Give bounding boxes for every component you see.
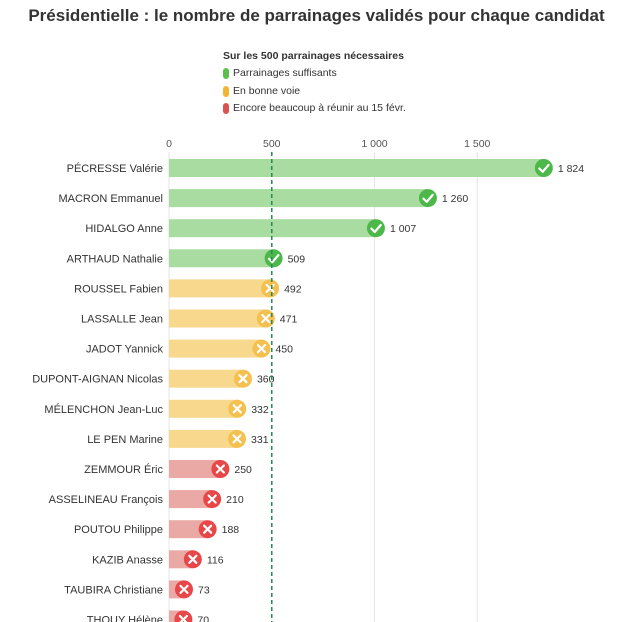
bar: [169, 309, 266, 328]
bar: [169, 399, 238, 418]
category-label: TAUBIRA Christiane: [64, 584, 163, 596]
category-label: ARTHAUD Nathalie: [67, 253, 163, 265]
cross-icon: [261, 279, 280, 298]
value-label: 70: [197, 615, 209, 622]
value-label: 73: [198, 584, 210, 596]
cross-icon: [211, 460, 230, 478]
value-label: 450: [275, 344, 293, 356]
category-label: LE PEN Marine: [87, 434, 163, 446]
bar: [169, 159, 544, 177]
legend-item-far: Encore beaucoup à réunir au 15 févr.: [223, 100, 406, 118]
value-label: 360: [257, 374, 275, 386]
legend-swatch: [223, 103, 229, 115]
category-label: LASSALLE Jean: [81, 314, 163, 326]
cross-icon: [175, 580, 194, 599]
legend-title: Sur les 500 parrainages nécessaires: [223, 50, 404, 62]
cross-icon: [183, 550, 202, 569]
x-tick-label: 500: [263, 138, 281, 150]
category-label: POUTOU Philippe: [74, 524, 163, 536]
value-label: 492: [284, 283, 302, 295]
bar: [169, 460, 221, 478]
category-label: THOUY Hélène: [87, 615, 163, 622]
legend-label: En bonne voie: [233, 84, 301, 97]
value-label: 1 824: [558, 163, 584, 175]
bar: [169, 490, 213, 509]
value-label: 509: [288, 253, 306, 265]
category-label: KAZIB Anasse: [92, 554, 163, 566]
category-label: ROUSSEL Fabien: [74, 283, 163, 295]
category-label: DUPONT-AIGNAN Nicolas: [32, 374, 163, 386]
legend-swatch: [223, 68, 229, 80]
value-label: 331: [251, 434, 269, 446]
category-label: MÉLENCHON Jean-Luc: [44, 403, 163, 416]
category-label: ZEMMOUR Éric: [84, 463, 163, 476]
bar: [169, 279, 271, 298]
legend-item-on-track: En bonne voie: [223, 83, 406, 101]
value-label: 116: [207, 554, 224, 566]
cross-icon: [233, 369, 252, 388]
cross-icon: [203, 490, 222, 509]
value-label: 471: [280, 314, 298, 326]
bar: [169, 369, 243, 388]
check-icon: [534, 159, 553, 177]
legend-item-sufficient: Parrainages suffisants: [223, 65, 406, 83]
category-label: PÉCRESSE Valérie: [67, 162, 163, 175]
category-label: ASSELINEAU François: [49, 494, 164, 506]
x-tick-label: 1 500: [464, 138, 490, 150]
legend-swatch: [223, 85, 229, 97]
check-icon: [418, 189, 437, 208]
check-icon: [366, 219, 385, 238]
value-label: 250: [234, 464, 252, 476]
legend-label: Parrainages suffisants: [233, 67, 337, 79]
value-label: 332: [251, 404, 269, 416]
category-label: HIDALGO Anne: [85, 223, 163, 235]
bar: [169, 520, 208, 539]
bar: [169, 189, 428, 208]
category-label: JADOT Yannick: [86, 344, 164, 356]
bar: [169, 339, 262, 358]
value-label: 1 007: [390, 223, 416, 235]
value-label: 210: [226, 494, 244, 506]
cross-icon: [228, 429, 247, 448]
legend-label: Encore beaucoup à réunir au 15 févr.: [233, 102, 406, 114]
chart-title: Présidentielle : le nombre de parrainage…: [28, 6, 605, 25]
value-label: 188: [222, 524, 240, 536]
x-tick-label: 1 000: [361, 138, 387, 150]
cross-icon: [252, 339, 271, 358]
bar: [169, 249, 274, 268]
cross-icon: [228, 399, 247, 418]
check-icon: [264, 249, 283, 268]
category-label: MACRON Emmanuel: [58, 193, 163, 205]
bar: [169, 429, 238, 448]
bar: [169, 219, 376, 238]
value-label: 1 260: [442, 193, 468, 205]
cross-icon: [256, 309, 275, 328]
x-tick-label: 0: [166, 138, 172, 150]
legend: Sur les 500 parrainages nécessaires Parr…: [223, 50, 406, 118]
cross-icon: [198, 520, 217, 539]
